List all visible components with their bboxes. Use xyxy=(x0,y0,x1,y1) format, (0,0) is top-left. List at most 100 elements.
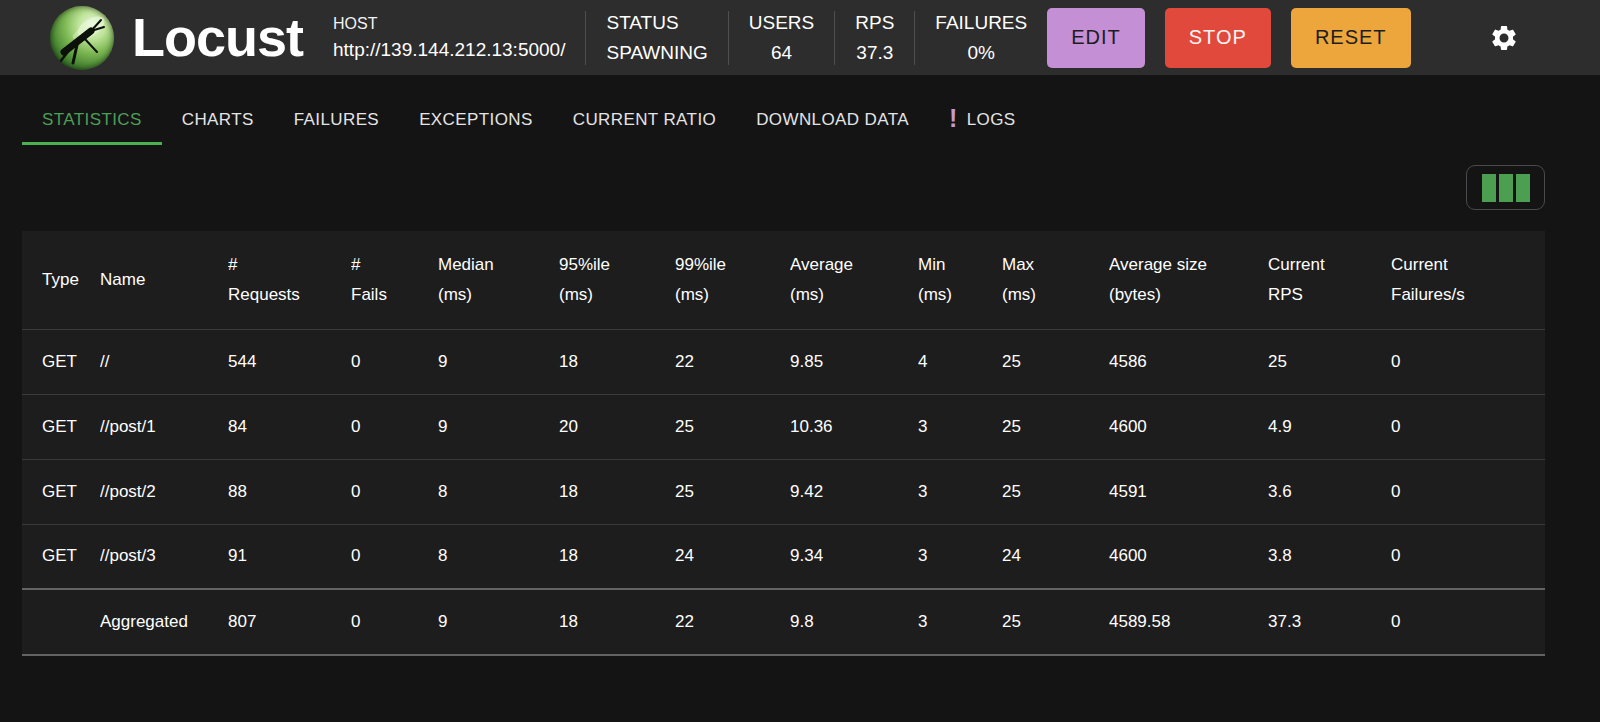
table-row: GET//post/18409202510.3632546004.90 xyxy=(22,394,1545,459)
failures-block: FAILURES 0% xyxy=(915,12,1047,64)
table-cell: 0 xyxy=(351,459,438,524)
table-row: GET//post/3910818249.3432446003.80 xyxy=(22,524,1545,589)
column-header: Current RPS xyxy=(1268,231,1391,329)
tab-label: LOGS xyxy=(967,110,1016,130)
reset-button[interactable]: RESET xyxy=(1291,8,1411,68)
column-header: Average (ms) xyxy=(790,231,918,329)
statistics-table-container: TypeName# Requests# FailsMedian (ms)95%i… xyxy=(22,231,1545,656)
table-cell: 8 xyxy=(438,524,559,589)
column-header: Average size (bytes) xyxy=(1109,231,1268,329)
failures-label: FAILURES xyxy=(935,12,1027,34)
table-cell: 20 xyxy=(559,394,675,459)
status-block: STATUS SPAWNING xyxy=(586,12,727,64)
table-cell: 9.34 xyxy=(790,524,918,589)
column-selector-button[interactable] xyxy=(1466,165,1545,210)
table-cell: 544 xyxy=(228,329,351,394)
table-cell: 37.3 xyxy=(1268,589,1391,654)
app-title: Locust xyxy=(132,0,303,75)
logs-alert-icon: ! xyxy=(949,106,958,131)
table-cell: 0 xyxy=(351,524,438,589)
column-header: 95%ile (ms) xyxy=(559,231,675,329)
settings-button[interactable] xyxy=(1489,22,1519,54)
tab-bar: STATISTICS CHARTS FAILURES EXCEPTIONS CURREN… xyxy=(22,97,1600,145)
table-cell: 24 xyxy=(675,524,790,589)
rps-block: RPS 37.3 xyxy=(835,12,914,64)
column-header: Type xyxy=(22,231,100,329)
table-cell: 3 xyxy=(918,394,1002,459)
stats-table-body: GET//5440918229.854254586250GET//post/18… xyxy=(22,329,1545,654)
tab-label: STATISTICS xyxy=(42,110,142,130)
column-header: 99%ile (ms) xyxy=(675,231,790,329)
users-label: USERS xyxy=(749,12,814,34)
table-cell: 0 xyxy=(1391,589,1545,654)
table-cell: 0 xyxy=(351,329,438,394)
tab-failures[interactable]: FAILURES xyxy=(274,97,399,145)
table-cell: 9 xyxy=(438,589,559,654)
stats-table-header-row: TypeName# Requests# FailsMedian (ms)95%i… xyxy=(22,231,1545,329)
tab-charts[interactable]: CHARTS xyxy=(162,97,274,145)
tab-download-data[interactable]: DOWNLOAD DATA xyxy=(736,97,929,145)
table-cell: 9 xyxy=(438,394,559,459)
table-cell: 10.36 xyxy=(790,394,918,459)
statistics-table: TypeName# Requests# FailsMedian (ms)95%i… xyxy=(22,231,1545,654)
table-cell: 25 xyxy=(1268,329,1391,394)
table-cell: 9.8 xyxy=(790,589,918,654)
table-cell: 88 xyxy=(228,459,351,524)
tab-current-ratio[interactable]: CURRENT RATIO xyxy=(553,97,736,145)
table-cell: 18 xyxy=(559,459,675,524)
table-cell: 0 xyxy=(1391,459,1545,524)
host-label: HOST xyxy=(333,15,565,33)
table-row-aggregated: Aggregated8070918229.83254589.5837.30 xyxy=(22,589,1545,654)
table-cell: 18 xyxy=(559,589,675,654)
table-cell: 4600 xyxy=(1109,524,1268,589)
table-cell: 8 xyxy=(438,459,559,524)
table-cell xyxy=(22,589,100,654)
table-cell: 4586 xyxy=(1109,329,1268,394)
table-cell: 18 xyxy=(559,524,675,589)
table-cell: 0 xyxy=(351,589,438,654)
column-bars-icon xyxy=(1481,173,1531,203)
table-cell: 25 xyxy=(1002,329,1109,394)
host-url: http://139.144.212.13:5000/ xyxy=(333,39,565,61)
column-header: Min (ms) xyxy=(918,231,1002,329)
table-cell: 25 xyxy=(675,459,790,524)
tab-label: EXCEPTIONS xyxy=(419,110,533,130)
column-header: # Fails xyxy=(351,231,438,329)
tab-logs[interactable]: ! LOGS xyxy=(929,97,1036,145)
gear-icon xyxy=(1489,23,1519,53)
table-cell: 91 xyxy=(228,524,351,589)
table-cell: 4591 xyxy=(1109,459,1268,524)
table-cell: 25 xyxy=(1002,394,1109,459)
table-cell: 4 xyxy=(918,329,1002,394)
table-cell: GET xyxy=(22,394,100,459)
table-cell: 3.6 xyxy=(1268,459,1391,524)
table-row: GET//post/2880818259.4232545913.60 xyxy=(22,459,1545,524)
rps-value: 37.3 xyxy=(855,42,894,64)
tab-label: FAILURES xyxy=(294,110,379,130)
table-cell: 3 xyxy=(918,459,1002,524)
table-cell: 25 xyxy=(675,394,790,459)
table-cell: 0 xyxy=(1391,524,1545,589)
column-header: Median (ms) xyxy=(438,231,559,329)
header-actions: EDIT STOP RESET xyxy=(1047,8,1410,68)
logo[interactable]: Locust xyxy=(50,0,303,75)
edit-button[interactable]: EDIT xyxy=(1047,8,1145,68)
tab-label: DOWNLOAD DATA xyxy=(756,110,909,130)
table-cell: //post/1 xyxy=(100,394,228,459)
table-cell: GET xyxy=(22,459,100,524)
locust-logo-icon xyxy=(50,6,114,70)
status-label: STATUS xyxy=(606,12,707,34)
table-cell: GET xyxy=(22,329,100,394)
tab-statistics[interactable]: STATISTICS xyxy=(22,97,162,145)
table-cell: 4.9 xyxy=(1268,394,1391,459)
table-cell: 24 xyxy=(1002,524,1109,589)
stop-button[interactable]: STOP xyxy=(1165,8,1271,68)
tab-exceptions[interactable]: EXCEPTIONS xyxy=(399,97,553,145)
top-bar: Locust HOST http://139.144.212.13:5000/ … xyxy=(0,0,1600,75)
table-cell: 9.85 xyxy=(790,329,918,394)
table-cell: Aggregated xyxy=(100,589,228,654)
table-cell: 25 xyxy=(1002,459,1109,524)
table-cell: // xyxy=(100,329,228,394)
users-block[interactable]: USERS 64 xyxy=(729,12,834,64)
table-cell: 9.42 xyxy=(790,459,918,524)
